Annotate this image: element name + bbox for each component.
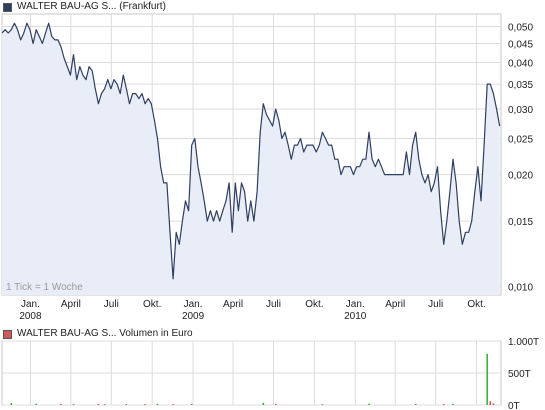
price-y-tick-label: 0,020 [508, 171, 533, 182]
x-tick-label: Okt. [143, 299, 161, 310]
x-tick-label: Jan. [184, 299, 203, 310]
volume-bar [97, 404, 100, 405]
volume-bar [35, 403, 37, 405]
x-tick-label: Juli [428, 299, 443, 310]
price-legend-swatch [3, 2, 12, 12]
volume-bar [486, 353, 488, 405]
volume-bar [414, 404, 417, 405]
volume-y-axis: 1.000T 500T 0T [508, 337, 539, 410]
volume-bar [489, 401, 492, 405]
volume-bar [103, 404, 106, 406]
volume-bars [10, 353, 495, 406]
volume-bar [368, 403, 370, 405]
price-y-tick-label: 0,025 [508, 135, 533, 146]
volume-legend-swatch [3, 329, 12, 339]
price-y-tick-label: 0,045 [508, 39, 533, 50]
volume-bar [274, 404, 277, 405]
x-tick-label: Okt. [467, 299, 485, 310]
volume-gridlines [2, 340, 501, 406]
x-tick-label: Jan. [21, 299, 40, 310]
x-tick-label: April [223, 299, 243, 310]
volume-bar [72, 404, 75, 406]
price-legend: WALTER BAU-AG S... (Frankfurt) [3, 1, 166, 13]
volume-bar [172, 404, 174, 406]
volume-bar [190, 404, 193, 405]
x-tick-year-label: 2010 [344, 311, 367, 322]
price-series-line [1, 22, 501, 280]
price-y-tick-label: 0,035 [508, 80, 533, 91]
volume-y-tick-label: 1.000T [508, 337, 539, 348]
volume-bar [10, 403, 13, 405]
volume-bar [60, 404, 62, 405]
volume-bar [262, 402, 265, 405]
price-y-tick-label: 0,050 [508, 22, 533, 33]
price-legend-label: WALTER BAU-AG S... (Frankfurt) [17, 1, 166, 12]
volume-bar [156, 403, 159, 405]
price-y-tick-label: 0,015 [508, 217, 533, 228]
x-tick-year-label: 2009 [182, 311, 205, 322]
volume-bar [442, 404, 445, 406]
price-y-tick-label: 0,030 [508, 105, 533, 116]
volume-bar [125, 404, 128, 405]
x-tick-label: April [385, 299, 405, 310]
volume-legend: WALTER BAU-AG S... Volumen in Euro [3, 328, 193, 340]
x-tick-label: April [61, 299, 81, 310]
volume-bar [321, 404, 324, 406]
price-panel: 0,050 0,045 0,040 0,035 0,030 0,025 0,020 0,015… [1, 13, 533, 322]
x-tick-label: Jan. [346, 299, 365, 310]
volume-bar [144, 404, 146, 406]
volume-y-tick-label: 0T [508, 401, 520, 410]
volume-panel: 1.000T 500T 0T [1, 337, 539, 410]
price-y-tick-label: 0,040 [508, 59, 533, 70]
x-tick-year-label: 2008 [19, 311, 42, 322]
volume-legend-label: WALTER BAU-AG S... Volumen in Euro [17, 328, 193, 339]
volume-y-tick-label: 500T [508, 369, 531, 380]
tick-note: 1 Tick = 1 Woche [6, 282, 83, 293]
x-tick-label: Okt. [305, 299, 323, 310]
x-tick-label: Juli [266, 299, 281, 310]
x-tick-label: Juli [104, 299, 119, 310]
price-y-axis: 0,050 0,045 0,040 0,035 0,030 0,025 0,020 0,015… [508, 22, 533, 293]
volume-bar [492, 403, 495, 405]
volume-bar [452, 403, 454, 405]
price-y-tick-label: 0,010 [508, 283, 533, 294]
